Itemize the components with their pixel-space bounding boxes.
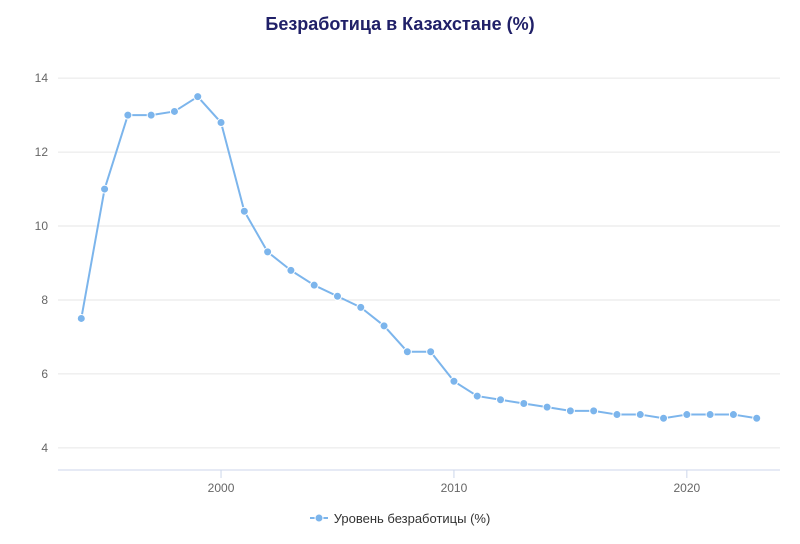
chart-container: Безработица в Казахстане (%) 4 6 8 10 12 14 20… [0,0,800,544]
legend-item[interactable]: Уровень безработицы (%) [310,511,491,526]
svg-text:14: 14 [35,71,49,85]
chart-canvas: 4 6 8 10 12 14 2000 2010 2020 [0,0,800,544]
svg-text:4: 4 [41,441,48,455]
chart-title: Безработица в Казахстане (%) [0,14,800,35]
legend-label: Уровень безработицы (%) [334,511,491,526]
svg-text:2020: 2020 [673,481,700,495]
svg-text:8: 8 [41,293,48,307]
chart-legend: Уровень безработицы (%) [0,511,800,531]
svg-text:2010: 2010 [441,481,468,495]
svg-text:12: 12 [35,145,49,159]
svg-text:10: 10 [35,219,49,233]
svg-text:6: 6 [41,367,48,381]
legend-swatch [310,511,328,525]
svg-text:2000: 2000 [208,481,235,495]
